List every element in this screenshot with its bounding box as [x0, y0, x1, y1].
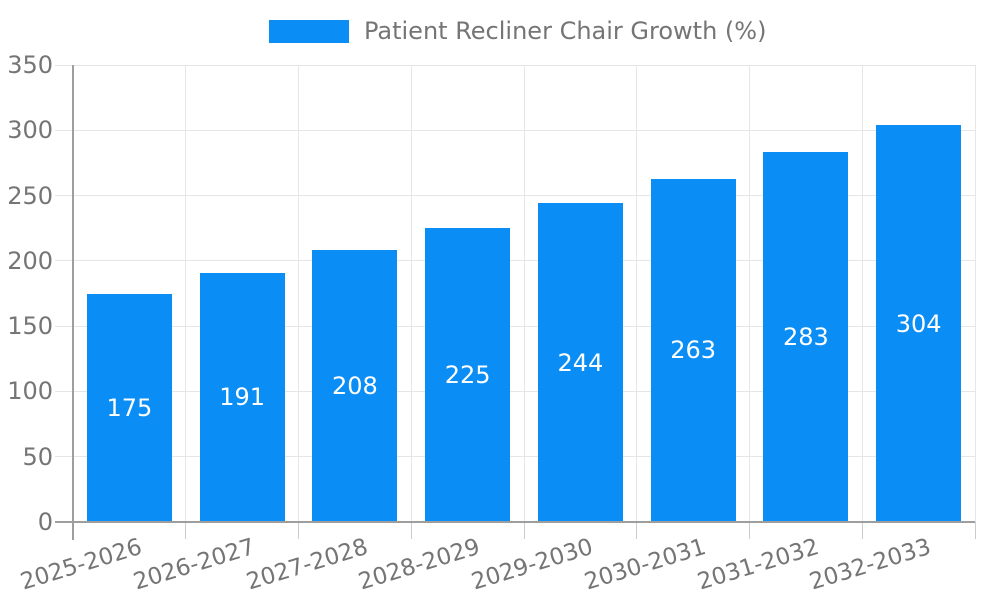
y-tick-label: 350: [7, 51, 53, 79]
x-tick-label: 2031-2032: [693, 534, 822, 596]
y-tick-label: 100: [7, 377, 53, 406]
bar-value-label: 225: [444, 361, 491, 390]
x-tick: [185, 522, 187, 539]
bar[interactable]: 208: [312, 250, 398, 522]
v-gridline: [185, 65, 187, 522]
x-tick: [861, 522, 863, 539]
bar[interactable]: 263: [650, 178, 736, 522]
x-tick: [749, 522, 750, 539]
y-tick-label: 200: [7, 246, 53, 275]
bar[interactable]: 175: [86, 293, 172, 522]
v-gridline: [861, 65, 863, 522]
bar-value-label: 244: [557, 348, 604, 377]
bar[interactable]: 283: [763, 152, 849, 522]
y-tick-label: 50: [22, 442, 53, 471]
bar-value-label: 208: [331, 372, 378, 401]
y-axis-line: [72, 65, 74, 540]
bar[interactable]: 244: [537, 203, 623, 522]
v-gridline: [298, 65, 299, 522]
bar-value-label: 175: [106, 393, 153, 422]
bar-value-label: 304: [895, 309, 942, 338]
v-gridline: [749, 65, 750, 522]
h-gridline: [55, 129, 975, 131]
bar[interactable]: 225: [425, 228, 511, 522]
bar-value-label: 191: [219, 383, 266, 412]
h-gridline: [55, 390, 975, 392]
x-tick: [298, 522, 299, 539]
v-gridline: [410, 65, 412, 522]
v-gridline: [974, 65, 976, 522]
h-gridline: [55, 260, 975, 262]
x-tick-label: 2032-2033: [806, 534, 935, 596]
plot-area: 175 191 208 225 244 263 283 304: [55, 64, 976, 540]
x-tick: [974, 522, 976, 539]
v-gridline: [636, 65, 638, 522]
bar[interactable]: 191: [199, 272, 285, 522]
bar-value-label: 263: [670, 336, 717, 365]
chart-legend[interactable]: Patient Recliner Chair Growth (%): [269, 17, 766, 45]
x-tick: [523, 522, 525, 539]
x-tick-label: 2026-2027: [130, 534, 258, 596]
legend-label: Patient Recliner Chair Growth (%): [364, 17, 767, 45]
x-tick-label: 2029-2030: [468, 534, 596, 596]
x-tick: [636, 522, 638, 539]
x-tick-label: 2028-2029: [355, 534, 484, 596]
h-gridline: [55, 456, 975, 458]
legend-swatch-icon: [269, 19, 349, 43]
v-gridline: [523, 65, 525, 522]
y-tick-label: 250: [7, 181, 53, 210]
bar-value-label: 283: [782, 323, 829, 352]
y-tick-label: 150: [7, 312, 53, 341]
y-tick-label: 300: [7, 116, 53, 145]
x-tick-label: 2030-2031: [581, 534, 709, 596]
bar[interactable]: 304: [876, 125, 962, 522]
x-tick: [410, 522, 412, 539]
h-gridline: [55, 64, 975, 66]
y-tick-label: 0: [37, 508, 53, 536]
h-gridline: [55, 195, 975, 197]
x-tick-label: 2027-2028: [242, 534, 371, 596]
x-axis-line: [55, 521, 975, 523]
x-tick-label: 2025-2026: [17, 534, 145, 596]
h-gridline: [55, 325, 975, 327]
